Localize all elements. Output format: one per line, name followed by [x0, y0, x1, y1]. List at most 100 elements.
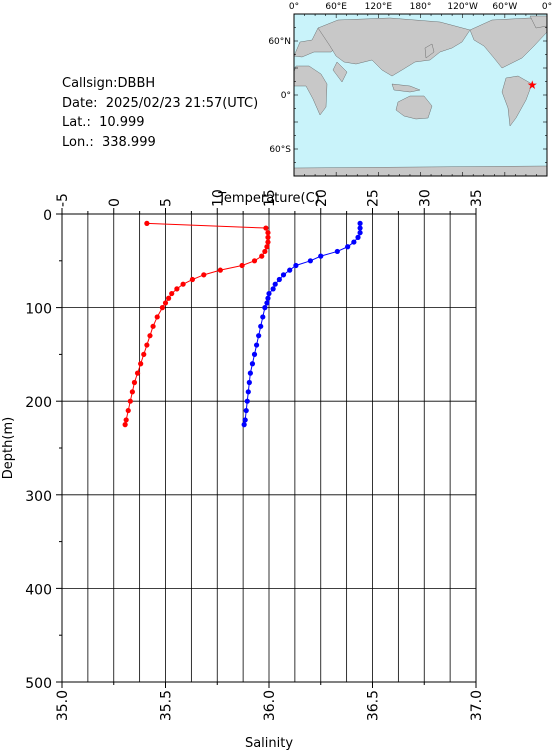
land-shape — [469, 17, 548, 69]
date-text: Date: 2025/02/23 21:57(UTC) — [62, 95, 259, 111]
temperature-data-point — [159, 305, 165, 311]
temperature-data-point — [166, 295, 172, 301]
temperature-data-point — [147, 333, 153, 339]
temperature-data-point — [239, 262, 245, 269]
temperature-data-point — [265, 234, 271, 240]
temperature-tick-label: 0 — [107, 198, 123, 207]
salinity-data-point — [345, 244, 351, 250]
depth-tick-label: 0 — [43, 208, 52, 224]
land-shape — [332, 61, 348, 83]
temperature-axis-title: Temperature(C) — [217, 191, 320, 206]
temperature-data-point — [169, 290, 175, 297]
temperature-data-point — [162, 300, 169, 306]
salinity-data-point — [245, 389, 251, 395]
salinity-axis-title: Salinity — [245, 736, 293, 751]
salinity-tick-label: 35.5 — [159, 690, 175, 721]
temperature-data-point — [264, 244, 270, 250]
temperature-data-point — [150, 323, 156, 329]
temperature-tick-label: 15 — [262, 189, 278, 207]
map-land — [293, 15, 548, 177]
map-lon-label: 0° — [289, 2, 299, 12]
map-lon-label: 0° — [542, 2, 552, 12]
salinity-data-point — [251, 351, 258, 357]
map-lon-labels: 0° 60°E 120°E 180° 120°W 60°W 0° — [289, 2, 552, 12]
salinity-tick-label: 37.0 — [469, 690, 485, 721]
temperature-data-point — [180, 281, 186, 287]
salinity-data-point — [270, 286, 276, 292]
salinity-data-point — [256, 333, 262, 339]
salinity-tick-label: 36.0 — [262, 690, 278, 721]
salinity-data-point — [276, 276, 282, 283]
land-shape — [317, 17, 471, 77]
salinity-data-point — [266, 290, 272, 297]
axis-ticks — [56, 208, 477, 688]
temperature-data-point — [144, 342, 150, 348]
salinity-data-point — [357, 220, 363, 226]
location-map: 0° 60°E 120°E 180° 120°W 60°W 0° 60°N 0° 60°S ★ — [268, 2, 552, 177]
temperature-tick-label: 35 — [469, 189, 485, 207]
salinity-tick-label: 36.5 — [366, 690, 382, 721]
salinity-data-point — [243, 407, 249, 414]
salinity-data-point — [280, 272, 287, 278]
land-shape — [391, 83, 421, 93]
salinity-data-point — [334, 248, 340, 255]
map-lat-label: 0° — [281, 91, 291, 101]
depth-tick-label: 200 — [25, 395, 52, 411]
map-lon-label: 180° — [410, 2, 432, 12]
temperature-data-point — [265, 239, 271, 245]
land-shape — [501, 75, 533, 127]
salinity-data-point — [264, 300, 270, 306]
temperature-data-point — [174, 286, 180, 292]
salinity-data-point — [307, 258, 313, 264]
depth-tick-label: 300 — [25, 489, 52, 505]
salinity-data-point — [265, 295, 271, 301]
temperature-tick-label: 5 — [159, 198, 175, 207]
temperature-data-point — [154, 314, 160, 320]
depth-tick-labels: 0 100 200 300 400 500 — [25, 208, 52, 692]
salinity-data-point — [287, 267, 293, 273]
plot-grid — [62, 214, 476, 682]
salinity-data-point — [262, 305, 268, 311]
map-lat-label: 60°N — [268, 37, 291, 47]
salinity-tick-label: 35.0 — [55, 690, 71, 721]
map-lat-label: 60°S — [269, 145, 291, 155]
temperature-data-point — [138, 361, 144, 367]
temperature-data-point — [123, 417, 129, 423]
profile-plot: -5 0 5 10 15 20 25 30 35 35.0 35.5 36.0 36.5 37.0 01… — [1, 189, 485, 751]
temperature-data-point — [131, 379, 138, 386]
salinity-data-point — [253, 342, 260, 348]
callsign-text: Callsign:DBBH — [62, 76, 156, 91]
salinity-data-point — [258, 323, 264, 329]
map-lon-label: 120°W — [447, 2, 478, 12]
cast-info: Callsign:DBBH Date: 2025/02/23 21:57(UTC… — [62, 74, 258, 152]
temperature-tick-label: 30 — [417, 189, 433, 207]
temperature-data-point — [129, 389, 135, 395]
salinity-data-point — [260, 314, 266, 320]
salinity-tick-labels: 35.0 35.5 36.0 36.5 37.0 — [55, 690, 485, 721]
lon-text: Lon.: 338.999 — [62, 134, 156, 150]
salinity-data-point — [355, 234, 361, 240]
salinity-data-point — [357, 225, 363, 231]
temperature-data-point — [262, 248, 268, 255]
salinity-data-point — [351, 239, 357, 245]
salinity-data-point — [244, 398, 250, 404]
temperature-profile-line — [124, 222, 269, 425]
temperature-tick-label: 10 — [210, 189, 226, 207]
map-lon-label: 60°E — [325, 2, 347, 12]
depth-tick-label: 100 — [25, 302, 52, 318]
salinity-data-point — [249, 361, 256, 367]
depth-tick-label: 400 — [25, 582, 52, 598]
temperature-data-point — [141, 351, 147, 357]
temperature-data-point — [259, 253, 265, 259]
temperature-data-point — [263, 225, 269, 231]
land-shape — [395, 95, 433, 120]
salinity-data-point — [293, 262, 299, 269]
series-layer — [122, 220, 363, 428]
salinity-data-point — [241, 422, 247, 428]
salinity-data-point — [357, 230, 363, 236]
map-lon-label: 120°E — [365, 2, 393, 12]
depth-axis-title: Depth(m) — [1, 417, 16, 479]
temperature-tick-label: 20 — [314, 189, 330, 207]
temperature-data-point — [217, 267, 223, 273]
